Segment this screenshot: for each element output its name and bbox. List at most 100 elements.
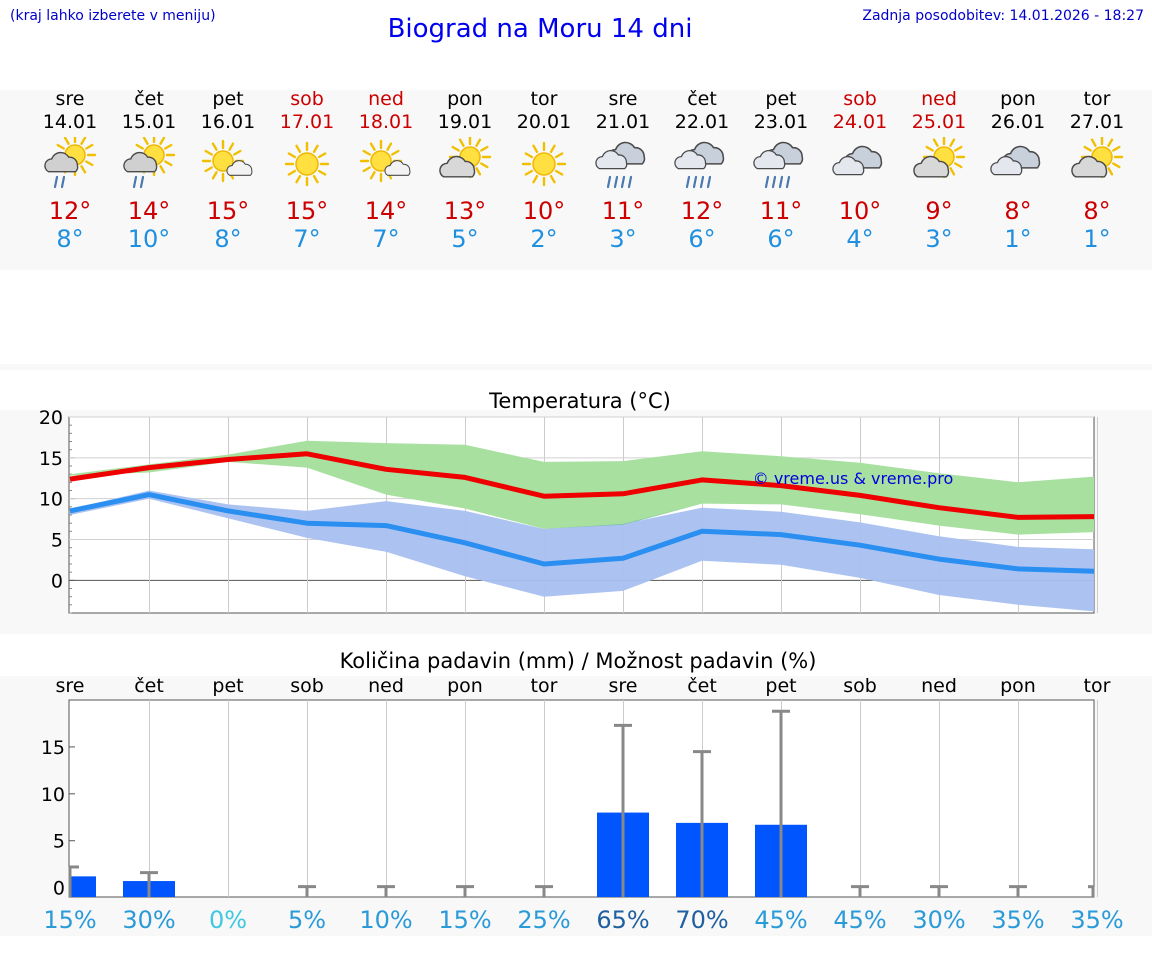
- sun-icon: [284, 141, 330, 187]
- day-date: 15.01: [121, 111, 177, 133]
- day-label: čet: [134, 675, 164, 697]
- precipitation-probability: 25%: [517, 906, 570, 934]
- y-tick-label: 20: [39, 407, 63, 429]
- day-name: pon: [447, 88, 483, 110]
- day-label: pet: [765, 675, 796, 697]
- day-name: pet: [212, 88, 244, 110]
- spacer-strip: [0, 364, 1152, 370]
- day-name: ned: [368, 88, 404, 110]
- max-temperature-line: [69, 451, 1095, 520]
- min-temperature: 7°: [372, 225, 400, 253]
- min-temperature: 3°: [925, 225, 953, 253]
- y-tick-label: 15: [39, 448, 63, 470]
- min-temperature-line: [69, 492, 1095, 574]
- max-temperature: 11°: [601, 197, 645, 225]
- max-temperature: 15°: [206, 197, 250, 225]
- min-temperature: 1°: [1083, 225, 1111, 253]
- precipitation-probability: 35%: [991, 906, 1044, 934]
- day-date: 27.01: [1069, 111, 1125, 133]
- day-column: sre 14.01 12° 8°: [30, 88, 110, 253]
- day-label: tor: [531, 675, 558, 697]
- day-name: sre: [55, 88, 85, 110]
- sun-small-cloud-icon: [359, 139, 411, 183]
- day-date: 19.01: [437, 111, 493, 133]
- precipitation-probability: 70%: [675, 906, 728, 934]
- y-tick-label: 15: [41, 737, 65, 759]
- day-label: sob: [843, 675, 877, 697]
- day-label: pon: [1000, 675, 1036, 697]
- day-label: pon: [447, 675, 483, 697]
- day-name: tor: [530, 88, 558, 110]
- day-date: 25.01: [911, 111, 967, 133]
- max-temperature: 8°: [1083, 197, 1111, 225]
- min-temperature: 10°: [127, 225, 171, 253]
- day-date: 18.01: [358, 111, 414, 133]
- day-name: čet: [134, 88, 164, 110]
- precipitation-probability: 45%: [833, 906, 886, 934]
- max-temperature: 14°: [127, 197, 171, 225]
- cloud-icon: [832, 145, 883, 176]
- max-temperature: 11°: [759, 197, 803, 225]
- y-tick-label: 10: [39, 489, 63, 511]
- day-date: 17.01: [279, 111, 335, 133]
- max-temperature: 10°: [522, 197, 566, 225]
- day-name: sre: [608, 88, 638, 110]
- sun-cloud-rain-icon: [123, 137, 176, 189]
- day-name: sob: [843, 88, 877, 110]
- day-date: 24.01: [832, 111, 888, 133]
- precipitation-probability: 65%: [596, 906, 649, 934]
- temperature-chart: Temperatura (°C) 0 5 10 15 20 © vreme.us & vr…: [39, 389, 1098, 614]
- y-tick-label: 10: [41, 784, 65, 806]
- min-temperature: 6°: [688, 225, 716, 253]
- cloud-rain-icon: [674, 141, 725, 189]
- day-date: 23.01: [753, 111, 809, 133]
- y-tick-label: 5: [51, 530, 63, 552]
- day-name: pet: [765, 88, 797, 110]
- plot-area: [68, 699, 1095, 898]
- day-column: ned 25.01 9° 3°: [899, 88, 979, 253]
- precipitation-probability: 30%: [122, 906, 175, 934]
- precipitation-probability: 5%: [288, 906, 326, 934]
- max-temperature: 12°: [680, 197, 724, 225]
- day-column: sob 24.01 10° 4°: [820, 88, 900, 253]
- precipitation-probability: 35%: [1070, 906, 1123, 934]
- day-date: 14.01: [42, 111, 98, 133]
- max-temperature: 15°: [285, 197, 329, 225]
- precipitation-chart-title: Količina padavin (mm) / Možnost padavin …: [340, 649, 817, 673]
- day-column: tor 27.01 8° 1°: [1057, 88, 1137, 253]
- y-tick-label: 0: [53, 878, 65, 900]
- max-temperature: 14°: [364, 197, 408, 225]
- day-column: ned 18.01 14° 7°: [346, 88, 426, 253]
- location-hint: (kraj lahko izberete v meniju): [10, 8, 216, 24]
- max-temperature: 12°: [48, 197, 92, 225]
- day-label: sre: [609, 675, 638, 697]
- max-temperature: 8°: [1004, 197, 1032, 225]
- day-name: čet: [687, 88, 717, 110]
- sun-cloud-icon: [913, 137, 966, 179]
- day-column: pet 23.01 11° 6°: [741, 88, 821, 253]
- copyright-watermark: © vreme.us & vreme.pro: [753, 469, 954, 488]
- precipitation-probability: 10%: [359, 906, 412, 934]
- min-temperature: 8°: [56, 225, 84, 253]
- day-date: 21.01: [595, 111, 651, 133]
- day-column: tor 20.01 10° 2°: [504, 88, 584, 253]
- min-temperature: 4°: [846, 225, 874, 253]
- sun-small-cloud-icon: [201, 139, 253, 183]
- min-temperature: 2°: [530, 225, 558, 253]
- max-temperature: 9°: [925, 197, 953, 225]
- last-update: Zadnja posodobitev: 14.01.2026 - 18:27: [862, 8, 1144, 24]
- day-label: ned: [921, 675, 957, 697]
- day-date: 26.01: [990, 111, 1046, 133]
- max-temperature-range-band: [70, 440, 1094, 535]
- min-temperature: 6°: [767, 225, 795, 253]
- day-date: 22.01: [674, 111, 730, 133]
- sun-icon: [521, 141, 567, 187]
- day-column: sre 21.01 11° 3°: [583, 88, 663, 253]
- sun-cloud-rain-icon: [44, 137, 97, 189]
- page-title: Biograd na Moru 14 dni: [387, 14, 693, 44]
- precipitation-probability: 0%: [209, 906, 247, 934]
- cloud-rain-icon: [595, 141, 646, 189]
- cloud-rain-icon: [753, 141, 804, 189]
- day-label: čet: [687, 675, 717, 697]
- min-temperature: 3°: [609, 225, 637, 253]
